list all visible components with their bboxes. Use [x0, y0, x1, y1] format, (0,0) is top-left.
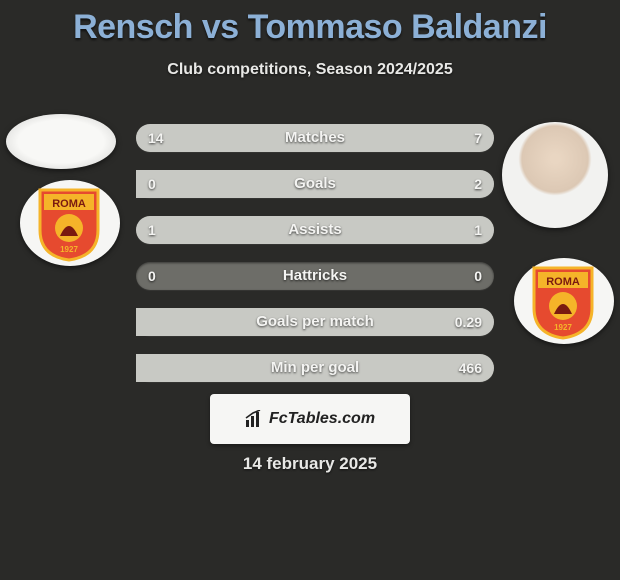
bar-chart-icon	[245, 410, 265, 428]
player-left-panel: ROMA 1927	[0, 110, 128, 410]
comparison-subtitle: Club competitions, Season 2024/2025	[0, 61, 620, 79]
stat-row: 00Hattricks	[136, 262, 494, 290]
stat-label: Hattricks	[136, 262, 494, 290]
player-right-panel: ROMA 1927	[492, 110, 620, 410]
player-left-photo	[6, 114, 116, 169]
stat-label: Matches	[136, 124, 494, 152]
stat-row: 466Min per goal	[136, 354, 494, 382]
comparison-date: 14 february 2025	[0, 454, 620, 474]
comparison-title: Rensch vs Tommaso Baldanzi	[0, 0, 620, 47]
stat-row: 0.29Goals per match	[136, 308, 494, 336]
svg-text:ROMA: ROMA	[52, 198, 86, 210]
player-left-club-crest: ROMA 1927	[20, 180, 120, 266]
player-right-club-crest: ROMA 1927	[514, 258, 614, 344]
stat-row: 147Matches	[136, 124, 494, 152]
stat-label: Goals per match	[136, 308, 494, 336]
brand-footer[interactable]: FcTables.com	[210, 394, 410, 444]
stat-row: 11Assists	[136, 216, 494, 244]
stat-label: Goals	[136, 170, 494, 198]
stat-bars-container: 147Matches 02Goals 11Assists 00Hattricks 0.2…	[136, 124, 494, 400]
svg-text:1927: 1927	[554, 323, 572, 332]
svg-text:ROMA: ROMA	[546, 276, 580, 288]
svg-text:1927: 1927	[60, 245, 78, 254]
stat-label: Assists	[136, 216, 494, 244]
fctables-logo: FcTables.com	[245, 410, 375, 428]
brand-text: FcTables.com	[269, 410, 375, 428]
player-right-photo	[502, 122, 608, 228]
roma-crest-icon: ROMA 1927	[530, 264, 596, 340]
stat-row: 02Goals	[136, 170, 494, 198]
stat-label: Min per goal	[136, 354, 494, 382]
roma-crest-icon: ROMA 1927	[36, 186, 102, 262]
